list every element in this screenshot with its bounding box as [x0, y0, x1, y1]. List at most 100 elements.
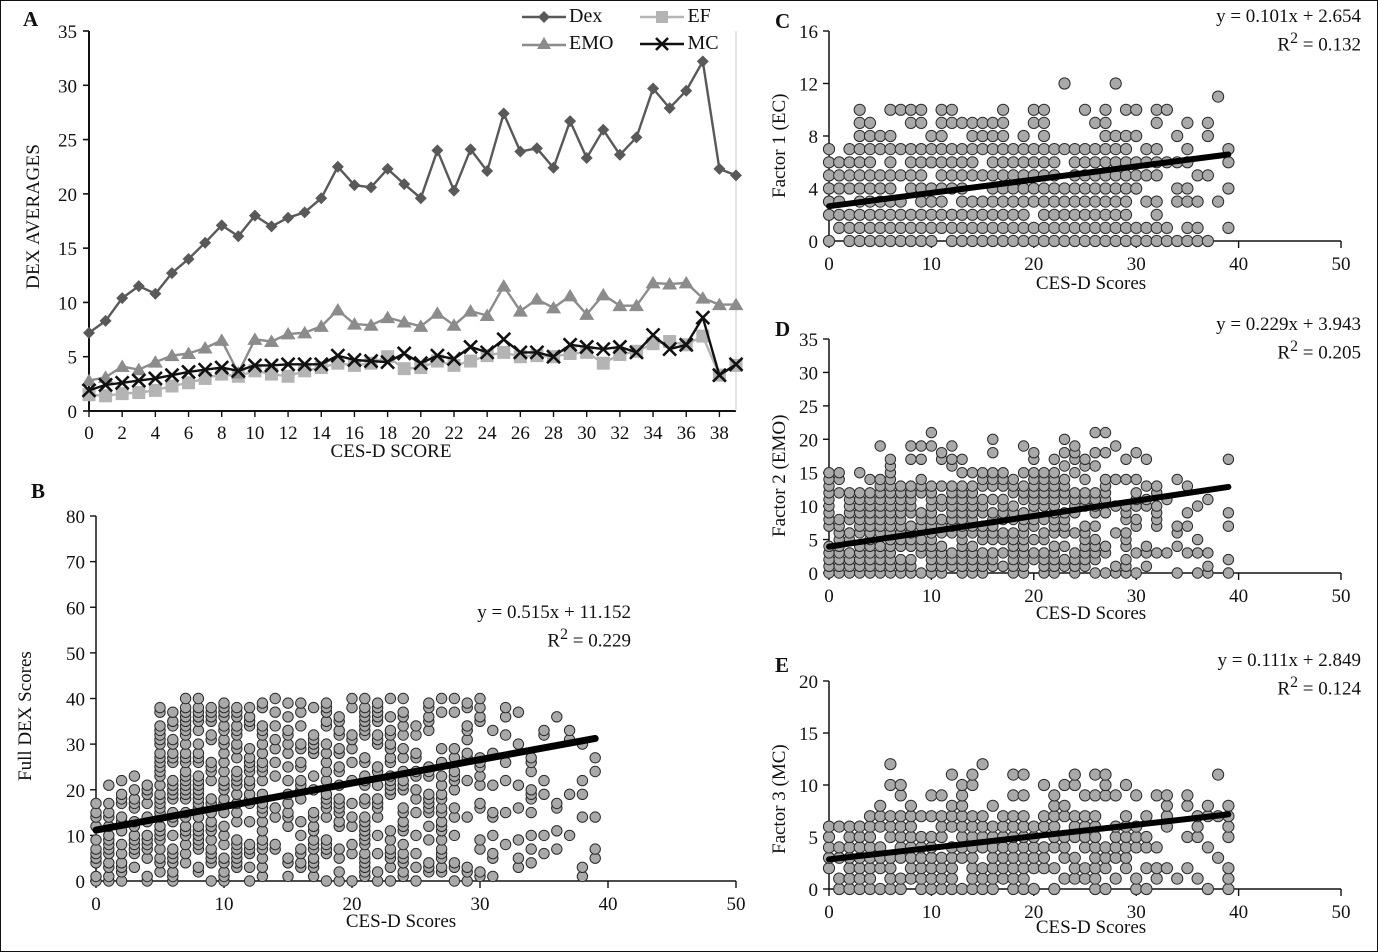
svg-text:38: 38	[710, 423, 729, 444]
panel-c-x-axis-label: CES-D Scores	[1035, 273, 1147, 294]
svg-text:35: 35	[58, 22, 77, 43]
svg-text:20: 20	[799, 430, 818, 451]
legend-label-mc: MC	[687, 32, 719, 54]
svg-text:10: 10	[799, 776, 818, 797]
svg-text:20: 20	[799, 672, 818, 693]
panel-c: C Factor 1 (EC) CES-D Scores y = 0.101x …	[761, 1, 1377, 311]
panel-b-equation-line: y = 0.515x + 11.152	[477, 602, 631, 623]
svg-text:20: 20	[1024, 586, 1043, 607]
panel-c-letter: C	[775, 9, 791, 33]
svg-text:10: 10	[66, 826, 85, 847]
svg-text:0: 0	[824, 902, 834, 923]
panel-d-rsquared: R2 = 0.205	[1277, 338, 1361, 364]
svg-text:20: 20	[411, 423, 430, 444]
svg-text:30: 30	[471, 894, 490, 915]
svg-text:0: 0	[809, 564, 819, 585]
panel-a-x-axis-label: CES-D SCORE	[330, 441, 452, 462]
svg-text:30: 30	[1127, 902, 1146, 923]
panel-b-rsquared: R2 = 0.229	[547, 626, 631, 652]
panel-e-equation: y = 0.111x + 2.849 R2 = 0.124	[1217, 649, 1361, 702]
svg-text:40: 40	[66, 690, 85, 711]
svg-text:80: 80	[66, 507, 85, 528]
panel-a: A DEX AVERAGES CES-D SCORE Dex EF	[1, 1, 761, 462]
svg-text:16: 16	[799, 22, 818, 43]
svg-text:15: 15	[799, 464, 818, 485]
svg-text:30: 30	[799, 363, 818, 384]
legend-label-dex: Dex	[569, 5, 603, 27]
svg-text:10: 10	[215, 894, 234, 915]
panel-e-x-axis-label: CES-D Scores	[1035, 917, 1147, 938]
panel-e-plot: 0 5 10 15 20 0 10 20 30 40 50	[799, 672, 1351, 923]
svg-text:50: 50	[727, 894, 746, 915]
svg-text:40: 40	[1229, 586, 1248, 607]
panel-b-letter: B	[31, 479, 46, 503]
svg-text:0: 0	[76, 872, 86, 893]
svg-text:4: 4	[809, 180, 819, 201]
panel-c-equation: y = 0.101x + 2.654 R2 = 0.132	[1216, 5, 1361, 58]
svg-text:12: 12	[799, 75, 818, 96]
svg-text:50: 50	[1332, 586, 1351, 607]
svg-text:50: 50	[1332, 254, 1351, 275]
panel-c-equation-line: y = 0.101x + 2.654	[1216, 6, 1361, 27]
svg-text:34: 34	[644, 423, 664, 444]
svg-text:8: 8	[217, 423, 227, 444]
svg-text:32: 32	[610, 423, 629, 444]
svg-text:20: 20	[1024, 254, 1043, 275]
panel-d-plot: 0 5 10 15 20 25 30 35 0 10 20 30 40 50	[799, 330, 1351, 607]
svg-text:10: 10	[245, 423, 264, 444]
panel-d-equation-line: y = 0.229x + 3.943	[1216, 314, 1361, 335]
svg-text:0: 0	[809, 880, 819, 901]
svg-text:18: 18	[378, 423, 397, 444]
svg-text:15: 15	[799, 724, 818, 745]
square-marker-icon	[640, 10, 685, 23]
legend-item-mc[interactable]: MC	[639, 32, 719, 55]
svg-text:0: 0	[824, 254, 834, 275]
svg-text:20: 20	[343, 894, 362, 915]
svg-text:10: 10	[58, 293, 77, 314]
svg-text:8: 8	[809, 127, 819, 148]
svg-text:25: 25	[58, 131, 77, 152]
svg-text:40: 40	[599, 894, 618, 915]
svg-text:50: 50	[66, 644, 85, 665]
panel-e-letter: E	[775, 653, 790, 677]
panel-b-x-axis-label: CES-D Scores	[345, 911, 457, 932]
svg-text:24: 24	[478, 423, 498, 444]
svg-text:0: 0	[91, 894, 101, 915]
svg-text:30: 30	[1127, 586, 1146, 607]
panel-a-legend: Dex EF EMO	[521, 5, 719, 55]
svg-text:10: 10	[922, 586, 941, 607]
svg-text:30: 30	[58, 76, 77, 97]
panel-b: B Full DEX Scores CES-D Scores y = 0.515…	[1, 461, 761, 951]
svg-text:16: 16	[345, 423, 364, 444]
svg-text:20: 20	[1024, 902, 1043, 923]
svg-text:4: 4	[151, 423, 161, 444]
svg-text:6: 6	[184, 423, 194, 444]
panel-a-letter: A	[23, 7, 39, 31]
svg-text:0: 0	[84, 423, 94, 444]
svg-text:70: 70	[66, 553, 85, 574]
panel-e-rsquared: R2 = 0.124	[1277, 674, 1361, 700]
legend-item-emo[interactable]: EMO	[521, 32, 613, 55]
svg-text:10: 10	[922, 902, 941, 923]
diamond-marker-icon	[522, 10, 566, 23]
panel-d-letter: D	[775, 317, 791, 341]
legend-item-ef[interactable]: EF	[639, 5, 718, 28]
svg-text:20: 20	[66, 781, 85, 802]
panel-c-plot: 0 4 8 12 16 0 10 20 30 40 50	[799, 22, 1351, 275]
svg-text:28: 28	[544, 423, 563, 444]
panel-b-plot: 0 10 20 30 40 50 60 70 80 0 10 20 30 40 50	[66, 507, 746, 915]
legend-label-ef: EF	[687, 5, 711, 27]
svg-text:5: 5	[809, 531, 819, 552]
panel-b-equation: y = 0.515x + 11.152 R2 = 0.229	[477, 601, 631, 654]
svg-text:5: 5	[809, 828, 819, 849]
legend-item-dex[interactable]: Dex	[521, 5, 613, 28]
svg-text:5: 5	[68, 348, 78, 369]
svg-text:15: 15	[58, 239, 77, 260]
svg-text:0: 0	[824, 586, 834, 607]
panel-e-equation-line: y = 0.111x + 2.849	[1217, 650, 1361, 671]
svg-text:25: 25	[799, 397, 818, 418]
svg-text:60: 60	[66, 598, 85, 619]
panel-e: E Factor 3 (MC) CES-D Scores y = 0.111x …	[761, 641, 1377, 951]
